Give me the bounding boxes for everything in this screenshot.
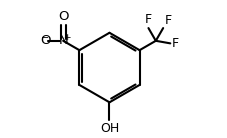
Text: +: + (63, 33, 70, 42)
Text: O: O (58, 10, 68, 23)
Text: F: F (145, 14, 152, 26)
Text: O: O (40, 34, 50, 47)
Text: F: F (172, 37, 179, 50)
Text: OH: OH (100, 122, 119, 135)
Text: F: F (165, 14, 172, 27)
Text: −: − (41, 33, 49, 43)
Text: N: N (58, 34, 68, 47)
